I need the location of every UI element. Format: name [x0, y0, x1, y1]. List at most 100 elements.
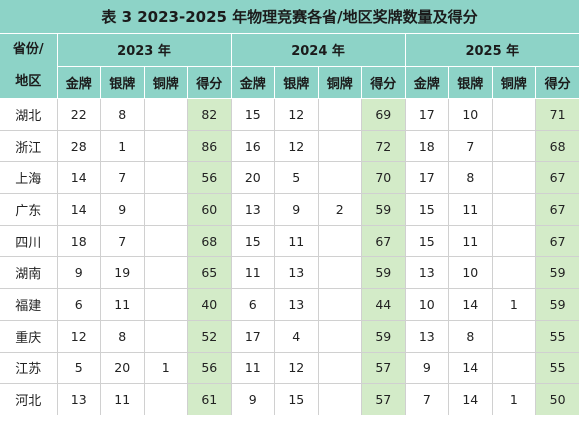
cell-2025-score: 55 [535, 351, 579, 385]
header-2023-gold: 金牌 [56, 65, 101, 100]
header-row-years: 省份/ 地区 2023 年 2024 年 2025 年 [0, 33, 579, 99]
cell-2023-gold: 22 [56, 98, 101, 131]
cell-2023-silver: 1 [100, 129, 145, 163]
region-cell: 湖北 [0, 98, 58, 131]
cell-2025-silver: 10 [448, 256, 493, 290]
year-header-2023: 2023 年 [56, 33, 232, 67]
cell-2023-silver: 9 [100, 193, 145, 226]
header-2024-score: 得分 [361, 65, 406, 100]
header-2024-gold: 金牌 [230, 65, 276, 100]
region-cell: 上海 [0, 161, 58, 195]
cell-2023-silver: 7 [100, 224, 145, 258]
region-column-header: 省份/ 地区 [0, 33, 58, 99]
cell-2024-bronze: 2 [317, 193, 363, 226]
cell-2025-bronze [491, 193, 537, 226]
year-header-2024: 2024 年 [230, 33, 406, 67]
cell-2025-gold: 13 [404, 256, 450, 290]
cell-2023-gold: 12 [56, 319, 101, 353]
cell-2023-score: 56 [187, 161, 232, 195]
cell-2024-bronze [317, 161, 363, 195]
cell-2025-bronze [491, 224, 537, 258]
year-header-2025: 2025 年 [404, 33, 579, 67]
cell-2024-silver: 12 [274, 98, 319, 131]
cell-2025-score: 50 [535, 383, 579, 416]
region-cell: 浙江 [0, 129, 58, 163]
cell-2023-bronze [143, 288, 188, 321]
cell-2025-bronze [491, 129, 537, 163]
region-cell: 湖南 [0, 256, 58, 290]
cell-2023-score: 86 [187, 129, 232, 163]
cell-2025-silver: 14 [448, 383, 493, 416]
header-row-medals: 金牌 银牌 铜牌 得分 金牌 银牌 铜牌 得分 金牌 银牌 铜牌 得分 [0, 65, 579, 100]
cell-2023-bronze [143, 383, 188, 416]
cell-2024-bronze [317, 383, 363, 416]
cell-2025-gold: 13 [404, 319, 450, 353]
cell-2024-silver: 11 [274, 224, 319, 258]
cell-2023-score: 82 [187, 98, 232, 131]
header-2025-gold: 金牌 [404, 65, 450, 100]
cell-2024-score: 59 [361, 256, 406, 290]
cell-2023-gold: 13 [56, 383, 101, 416]
header-2025-bronze: 铜牌 [491, 65, 537, 100]
region-cell: 江苏 [0, 351, 58, 385]
cell-2025-silver: 11 [448, 193, 493, 226]
cell-2024-gold: 16 [230, 129, 276, 163]
cell-2024-silver: 5 [274, 161, 319, 195]
cell-2025-score: 71 [535, 98, 579, 131]
cell-2024-gold: 13 [230, 193, 276, 226]
table-row: 上海 14 7 56 20 5 70 17 8 67 [0, 161, 579, 195]
cell-2025-score: 55 [535, 319, 579, 353]
cell-2024-bronze [317, 224, 363, 258]
cell-2025-gold: 15 [404, 193, 450, 226]
cell-2024-gold: 15 [230, 98, 276, 131]
cell-2024-score: 70 [361, 161, 406, 195]
cell-2025-silver: 14 [448, 288, 493, 321]
cell-2025-silver: 14 [448, 351, 493, 385]
cell-2025-silver: 8 [448, 319, 493, 353]
cell-2024-silver: 12 [274, 351, 319, 385]
cell-2023-gold: 14 [56, 161, 101, 195]
cell-2025-gold: 9 [404, 351, 450, 385]
cell-2023-silver: 19 [100, 256, 145, 290]
region-cell: 重庆 [0, 319, 58, 353]
cell-2023-silver: 8 [100, 98, 145, 131]
medal-table: 省份/ 地区 2023 年 2024 年 2025 年 金牌 银牌 铜牌 得分 … [0, 33, 579, 416]
cell-2025-bronze: 1 [491, 288, 537, 321]
cell-2024-bronze [317, 288, 363, 321]
cell-2024-silver: 13 [274, 256, 319, 290]
cell-2025-silver: 10 [448, 98, 493, 131]
cell-2025-score: 59 [535, 256, 579, 290]
cell-2023-bronze [143, 98, 188, 131]
cell-2025-bronze [491, 98, 537, 131]
region-header-line-1: 省份/ [12, 42, 44, 57]
cell-2025-gold: 15 [404, 224, 450, 258]
table-title: 表 3 2023-2025 年物理竞赛各省/地区奖牌数量及得分 [0, 0, 579, 34]
cell-2025-bronze [491, 161, 537, 195]
table-row: 福建 6 11 40 6 13 44 10 14 1 59 [0, 288, 579, 321]
cell-2023-bronze [143, 161, 188, 195]
cell-2024-gold: 9 [230, 383, 276, 416]
cell-2024-score: 72 [361, 129, 406, 163]
region-cell: 福建 [0, 288, 58, 321]
cell-2023-silver: 11 [100, 288, 145, 321]
table-row: 江苏 5 20 1 56 11 12 57 9 14 55 [0, 351, 579, 385]
cell-2023-score: 68 [187, 224, 232, 258]
cell-2024-silver: 12 [274, 129, 319, 163]
table-row: 重庆 12 8 52 17 4 59 13 8 55 [0, 319, 579, 353]
cell-2024-bronze [317, 319, 363, 353]
table-row: 河北 13 11 61 9 15 57 7 14 1 50 [0, 383, 579, 416]
cell-2024-gold: 17 [230, 319, 276, 353]
cell-2024-silver: 15 [274, 383, 319, 416]
table-row: 四川 18 7 68 15 11 67 15 11 67 [0, 224, 579, 258]
region-header-line-2: 地区 [15, 74, 42, 89]
header-2023-bronze: 铜牌 [143, 65, 188, 100]
cell-2023-gold: 5 [56, 351, 101, 385]
cell-2024-gold: 11 [230, 351, 276, 385]
cell-2025-gold: 18 [404, 129, 450, 163]
region-cell: 四川 [0, 224, 58, 258]
header-2024-silver: 银牌 [274, 65, 319, 100]
cell-2024-score: 44 [361, 288, 406, 321]
cell-2025-gold: 10 [404, 288, 450, 321]
table-row: 湖北 22 8 82 15 12 69 17 10 71 [0, 98, 579, 131]
